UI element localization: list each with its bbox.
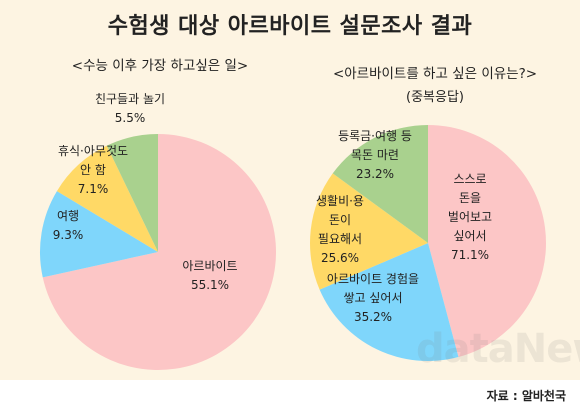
pie-slice-tuition [332, 125, 428, 243]
pie-slice-self-earn [428, 125, 546, 357]
slice-label-living: 생활비·용 돈이 필요해서 25.6% [316, 194, 364, 265]
slice-label-travel: 여행 9.3% [53, 208, 84, 242]
source-credit: 자료 : 알바천국 [0, 380, 580, 412]
slice-label-experience: 아르바이트 경험을 쌓고 싶어서 35.2% [327, 272, 419, 324]
left-chart-title: <수능 이후 가장 하고싶은 일> [71, 58, 249, 74]
slice-label-rest: 휴식·아무것도 안 함 7.1% [58, 144, 128, 196]
slice-label-tuition: 등록금·여행 등 목돈 마련 23.2% [338, 128, 412, 181]
watermark-logo: dataNews [416, 326, 580, 372]
slice-label-friends: 친구들과 놀기 5.5% [95, 92, 165, 125]
right-chart-subtitle: (중복응답) [406, 90, 464, 105]
pie-slice-living [310, 173, 428, 290]
right-chart-title: <아르바이트를 하고 싶은 이유는?> [332, 66, 538, 82]
pie-slice-experience [319, 243, 459, 362]
pie-slice-friends [106, 134, 158, 252]
pie-slice-work [42, 134, 276, 370]
page-title: 수험생 대상 아르바이트 설문조사 결과 [107, 14, 473, 39]
pie-slice-travel [40, 191, 158, 278]
pie-slice-rest [56, 145, 158, 252]
slice-label-work: 아르바이트 55.1% [182, 259, 237, 292]
slice-label-self-earn: 스스로 돈을 벌어보고 싶어서 71.1% [448, 172, 492, 262]
